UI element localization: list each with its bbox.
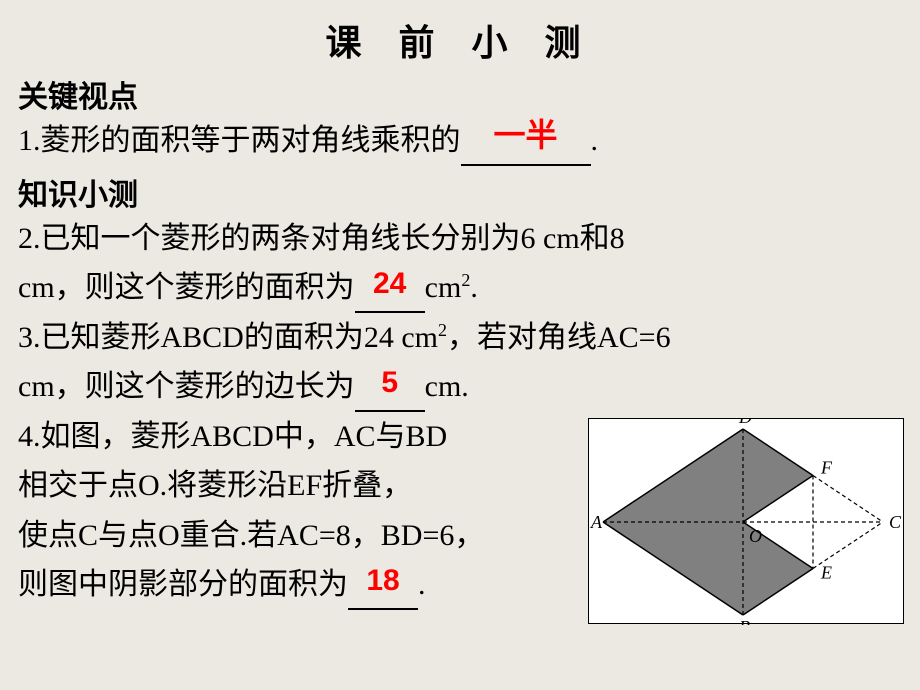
q2-unit-a: cm [425, 271, 462, 304]
q3-answer: 5 [355, 358, 425, 408]
q1-post: . [591, 124, 599, 157]
rhombus-diagram: A B C D O E F [588, 418, 904, 624]
svg-text:F: F [820, 458, 833, 478]
svg-text:B: B [739, 617, 750, 625]
q3-line1b: ，若对角线AC=6 [447, 321, 671, 354]
q3-blank: 5 [355, 376, 425, 412]
q4-answer: 18 [348, 556, 418, 606]
q2-sup: 2 [461, 270, 470, 290]
q4-line4: 则图中阴影部分的面积为18. [18, 560, 578, 610]
svg-text:C: C [889, 512, 902, 532]
q1-pre: 1.菱形的面积等于两对角线乘积的 [18, 124, 461, 157]
q1-answer: 一半 [461, 109, 591, 162]
q3-post: cm. [425, 370, 469, 403]
q4-blank: 18 [348, 574, 418, 610]
section-quiz: 知识小测 [18, 170, 902, 214]
q3-line1a: 3.已知菱形ABCD的面积为24 cm [18, 321, 438, 354]
q1-line: 1.菱形的面积等于两对角线乘积的一半. [18, 116, 902, 166]
q4-line2: 相交于点O.将菱形沿EF折叠， [18, 461, 578, 511]
q4-post: . [418, 568, 426, 601]
q4-line1: 4.如图，菱形ABCD中，AC与BD [18, 412, 578, 462]
page-title: 课 前 小 测 [18, 14, 902, 66]
q2-answer: 24 [355, 259, 425, 309]
q2-pre: cm，则这个菱形的面积为 [18, 271, 355, 304]
q3-pre: cm，则这个菱形的边长为 [18, 370, 355, 403]
q3-line1: 3.已知菱形ABCD的面积为24 cm2，若对角线AC=6 [18, 313, 902, 363]
svg-text:A: A [590, 512, 603, 532]
svg-text:O: O [749, 526, 762, 546]
svg-text:E: E [820, 563, 832, 583]
q2-line2: cm，则这个菱形的面积为24cm2. [18, 263, 902, 313]
q1-blank: 一半 [461, 130, 591, 166]
q2-post-b: . [470, 271, 478, 304]
q2-blank: 24 [355, 277, 425, 313]
q4-line3: 使点C与点O重合.若AC=8，BD=6， [18, 511, 578, 561]
q3-line2: cm，则这个菱形的边长为5cm. [18, 362, 902, 412]
q3-sup: 2 [438, 320, 447, 340]
q4-pre: 则图中阴影部分的面积为 [18, 568, 348, 601]
q2-line1: 2.已知一个菱形的两条对角线长分别为6 cm和8 [18, 214, 902, 264]
svg-text:D: D [738, 419, 752, 427]
